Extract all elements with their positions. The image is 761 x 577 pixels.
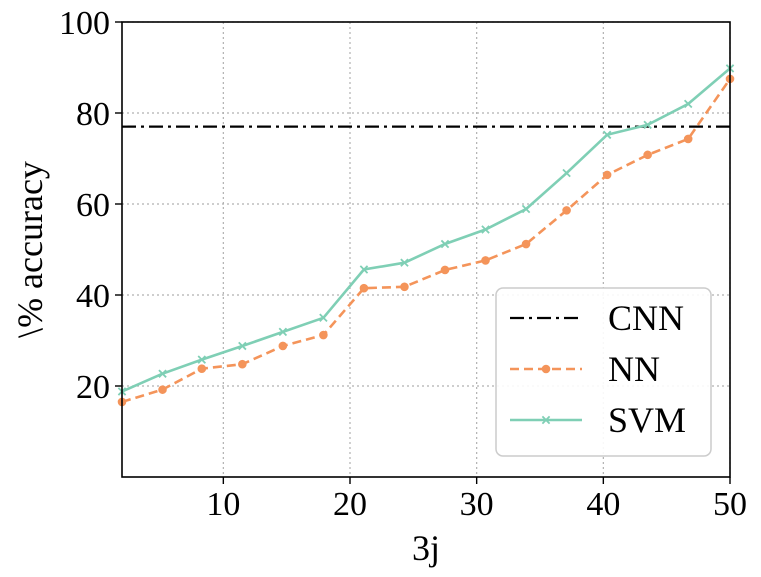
y-tick-label: 100	[59, 5, 110, 42]
data-point	[197, 355, 207, 364]
data-point	[521, 239, 531, 249]
y-axis-label: \% accuracy	[10, 161, 50, 338]
legend-label: CNN	[608, 298, 684, 338]
y-tick-label: 60	[76, 187, 110, 224]
data-point	[643, 150, 652, 160]
plot-area	[117, 64, 735, 407]
series-line	[121, 78, 732, 404]
x-tick-label: 10	[206, 486, 240, 523]
data-point	[481, 256, 490, 265]
data-point	[319, 330, 328, 340]
legend-label: SVM	[608, 400, 686, 440]
legend-item-nn: NN	[510, 349, 660, 389]
x-tick-label: 20	[333, 486, 367, 523]
x-tick-label: 50	[713, 486, 747, 523]
axes-frame	[121, 21, 731, 478]
data-point	[562, 168, 571, 178]
data-point	[359, 283, 369, 293]
x-axis-label: 3j	[412, 528, 440, 568]
series-line	[121, 67, 731, 393]
legend-label: NN	[608, 349, 660, 389]
x-tick-label: 40	[586, 486, 620, 523]
data-point	[602, 170, 612, 180]
ticks: 10 20 30 40 50 20 40 60 80 100	[59, 5, 747, 523]
y-tick-label: 20	[76, 369, 110, 406]
data-point	[643, 120, 652, 130]
data-point	[278, 327, 288, 337]
data-point	[683, 134, 693, 144]
data-point	[521, 204, 531, 214]
data-point	[238, 359, 247, 369]
y-tick-label: 80	[76, 96, 110, 133]
data-point	[440, 239, 450, 249]
data-point	[158, 369, 167, 378]
data-point	[400, 258, 409, 267]
legend: CNN NN SVM	[495, 287, 712, 457]
data-point	[158, 385, 167, 394]
data-point	[400, 282, 409, 292]
legend-marker	[541, 415, 551, 425]
data-point	[440, 265, 450, 275]
x-tick-label: 30	[460, 486, 494, 523]
data-point	[683, 99, 693, 109]
data-point	[197, 364, 207, 374]
data-point	[602, 130, 612, 140]
data-point	[481, 225, 490, 234]
data-point	[562, 206, 571, 215]
legend-item-svm: SVM	[510, 400, 686, 440]
data-point	[238, 341, 247, 351]
data-point	[319, 313, 328, 322]
y-tick-label: 40	[76, 278, 110, 315]
series-nn	[117, 74, 735, 407]
data-point	[359, 265, 369, 274]
series-svm	[117, 64, 735, 396]
legend-marker	[541, 364, 551, 374]
data-point	[278, 341, 288, 351]
legend-box	[495, 287, 712, 457]
legend-item-cnn: CNN	[510, 298, 684, 338]
